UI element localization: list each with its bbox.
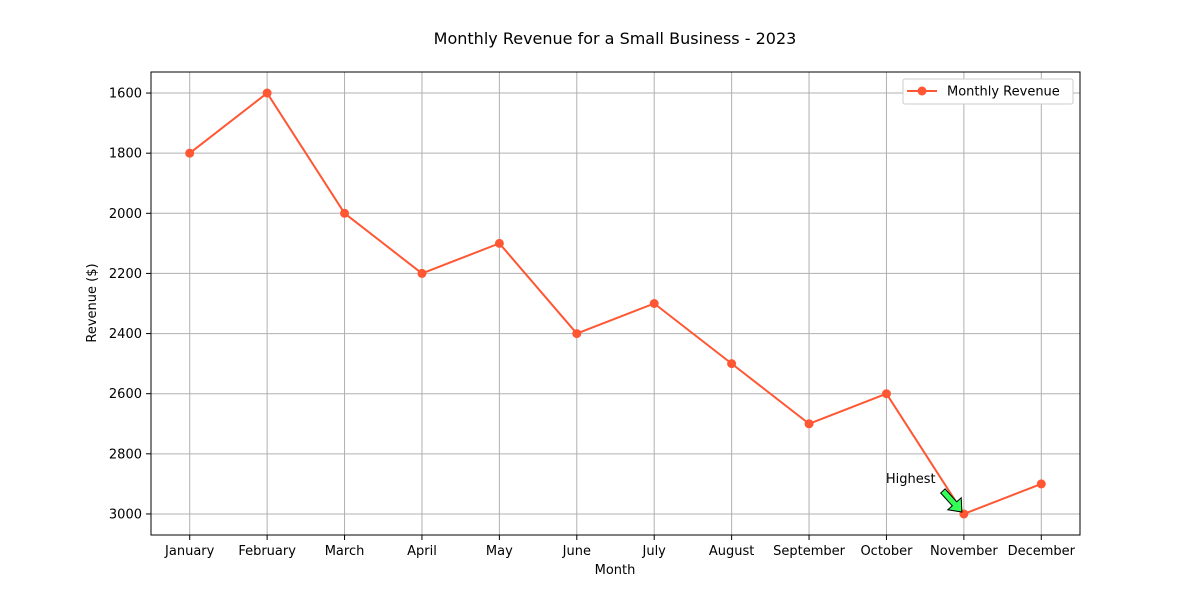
- y-tick-label: 2600: [109, 387, 142, 402]
- x-tick-label: April: [407, 544, 437, 559]
- data-point: [262, 88, 272, 98]
- y-tick-label: 2200: [109, 267, 142, 282]
- legend-box: [902, 78, 1074, 105]
- grid-lines: [151, 72, 1080, 535]
- data-point: [881, 389, 891, 399]
- data-point: [649, 299, 659, 308]
- x-tick-label: December: [1008, 544, 1076, 559]
- annotation-layer: Highest: [886, 472, 963, 513]
- data-point: [1036, 479, 1046, 489]
- annotation-arrow: [939, 488, 963, 513]
- series-line: [189, 92, 1042, 515]
- x-tick-label: November: [930, 544, 998, 559]
- y-tick-label: 3000: [109, 507, 142, 522]
- x-axis-ticks: January February March April May June July Augu…: [164, 535, 1076, 559]
- y-axis-ticks: 1600 1800 2000 2200 2400 2600 2800 3000: [109, 87, 151, 522]
- x-tick-label: June: [562, 544, 591, 559]
- x-tick-label: September: [773, 544, 846, 559]
- data-point: [572, 329, 582, 339]
- y-tick-label: 1600: [109, 87, 142, 102]
- series-layer: [185, 88, 1046, 519]
- y-tick-label: 2400: [109, 327, 142, 342]
- data-point: [494, 238, 504, 248]
- y-tick-label: 2000: [109, 207, 142, 222]
- y-tick-label: 1800: [109, 147, 142, 162]
- x-tick-label: October: [860, 544, 913, 559]
- x-tick-label: July: [642, 544, 667, 559]
- y-axis-label: Revenue ($): [85, 263, 100, 342]
- data-point: [804, 419, 814, 429]
- y-tick-label: 2800: [109, 447, 142, 462]
- x-tick-label: February: [238, 544, 296, 559]
- data-point: [417, 268, 427, 278]
- x-tick-label: March: [325, 544, 365, 559]
- plot-area-frame: [150, 71, 1081, 536]
- legend-marker: [917, 86, 927, 96]
- data-point: [340, 208, 350, 218]
- legend-label: Monthly Revenue: [947, 85, 1060, 100]
- legend: Monthly Revenue: [902, 78, 1074, 105]
- data-point: [185, 148, 195, 158]
- x-tick-label: January: [164, 544, 215, 559]
- annotation-text: Highest: [886, 472, 936, 487]
- x-tick-label: August: [709, 544, 755, 559]
- x-axis-label: Month: [595, 563, 636, 578]
- chart-title: Monthly Revenue for a Small Business - 2…: [434, 29, 797, 48]
- x-tick-label: May: [486, 544, 513, 559]
- data-point: [727, 359, 737, 369]
